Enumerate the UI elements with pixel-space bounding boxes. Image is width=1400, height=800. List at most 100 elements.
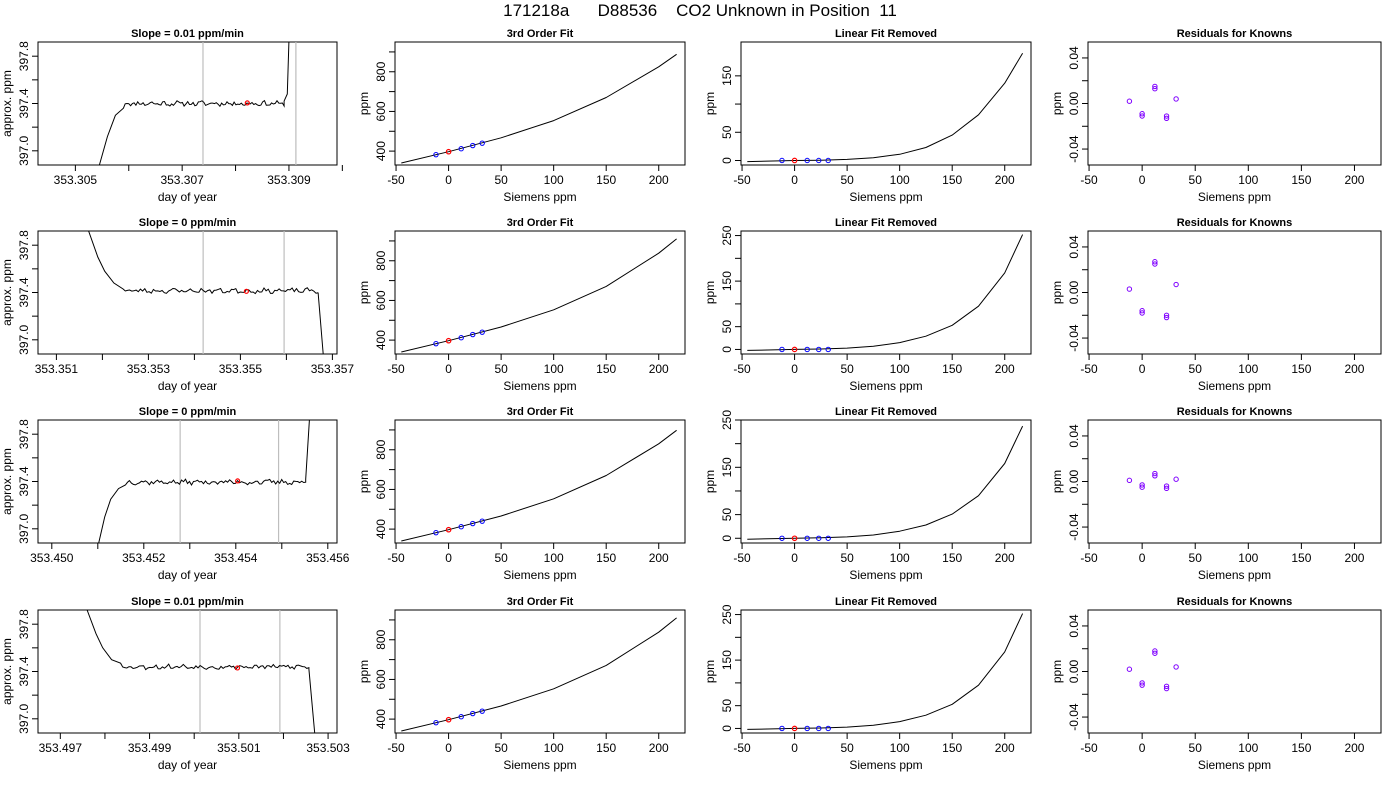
known-point	[479, 708, 485, 714]
plot-area	[747, 53, 1024, 164]
known-point	[470, 520, 476, 527]
plot-area	[88, 231, 324, 354]
residual-point	[1173, 664, 1179, 670]
y-axis-label: ppm	[1050, 470, 1064, 493]
y-tick-label: 50	[720, 699, 734, 713]
y-axis-label: ppm	[1050, 281, 1064, 304]
x-tick-label: 100	[890, 362, 910, 376]
x-tick-label: 200	[995, 173, 1015, 187]
known-point	[470, 710, 476, 717]
known-point	[433, 529, 439, 536]
y-tick-label: -0.04	[1067, 513, 1081, 541]
residual-point	[1139, 113, 1145, 119]
residual-point	[1139, 680, 1145, 686]
known-point	[779, 157, 785, 164]
plot-area	[401, 238, 677, 353]
panel-4-2: 3rd Order Fit -50 0 50 100 150 200 400 600 800 Sie…	[357, 596, 686, 772]
x-axis-label: Siemens ppm	[1198, 379, 1271, 393]
x-tick-label: 50	[1189, 362, 1203, 376]
y-tick-label: 397.4	[17, 466, 31, 496]
known-point	[804, 725, 810, 732]
known-point	[825, 725, 831, 732]
panel-title: Linear Fit Removed	[835, 217, 937, 229]
x-tick-label: 200	[995, 741, 1015, 755]
panel-title: 3rd Order Fit	[507, 217, 574, 229]
x-axis-label: Siemens ppm	[1198, 568, 1271, 582]
plot-frame	[1087, 230, 1382, 355]
x-tick-label: -50	[1080, 173, 1098, 187]
plot-frame	[37, 41, 338, 166]
x-tick-label: 0	[791, 362, 798, 376]
x-axis-label: day of year	[158, 758, 217, 772]
residual-point	[1163, 683, 1170, 690]
known-point	[479, 329, 485, 335]
x-tick-label: 100	[544, 362, 564, 376]
x-tick-label: 100	[544, 173, 564, 187]
x-tick-label: -50	[733, 741, 751, 755]
x-tick-label: 150	[942, 551, 962, 565]
residual-point	[1126, 666, 1133, 672]
panel-title: 3rd Order Fit	[507, 596, 574, 608]
known-point	[470, 142, 476, 149]
y-tick-label: 0.00	[1067, 659, 1081, 683]
x-axis-label: Siemens ppm	[503, 190, 576, 204]
x-tick-label: 150	[596, 362, 616, 376]
x-axis-label: Siemens ppm	[503, 379, 576, 393]
concentration-trace	[98, 420, 310, 543]
residual-point	[1152, 85, 1158, 92]
plot-area	[1126, 648, 1179, 692]
y-tick-label: 600	[374, 479, 388, 499]
residual-point	[1163, 483, 1170, 489]
x-tick-label: -50	[1080, 551, 1098, 565]
panel-1-1: Slope = 0.01 ppm/min 353.305 353.307 353.30…	[0, 28, 343, 204]
y-tick-label: 50	[720, 320, 734, 334]
x-tick-label: 50	[494, 551, 508, 565]
plot-frame	[37, 230, 338, 355]
plot-area	[747, 234, 1024, 353]
fit-curve	[747, 53, 1024, 163]
plot-frame	[1087, 609, 1382, 734]
x-tick-label: -50	[387, 551, 405, 565]
y-axis-label: ppm	[357, 470, 371, 493]
residual-point	[1163, 312, 1170, 318]
unknown-marker	[243, 288, 249, 294]
panel-1-3: Linear Fit Removed -50 0 50 100 150 200 0 50 150 S…	[703, 28, 1032, 204]
residual-point	[1139, 482, 1145, 488]
y-tick-label: -0.04	[1067, 703, 1081, 731]
x-tick-label: 50	[494, 362, 508, 376]
plot-frame	[37, 419, 338, 544]
concentration-trace	[86, 610, 316, 733]
x-tick-label: 200	[995, 362, 1015, 376]
plot-area	[401, 429, 677, 542]
panel-title: 3rd Order Fit	[507, 28, 574, 40]
plot-frame	[740, 419, 1032, 544]
panel-title: Linear Fit Removed	[835, 406, 937, 418]
x-tick-label: 200	[1344, 173, 1364, 187]
x-tick-label: 353.501	[217, 741, 261, 755]
x-tick-label: 353.307	[160, 173, 204, 187]
y-tick-label: 50	[720, 125, 734, 139]
x-tick-label: 150	[596, 173, 616, 187]
x-tick-label: 50	[840, 362, 854, 376]
unknown-point	[445, 716, 452, 723]
unknown-point	[791, 725, 798, 732]
panel-3-4: Residuals for Knowns -50 0 50 100 150 200 -0.04…	[1050, 406, 1382, 582]
y-tick-label: 397.8	[17, 609, 31, 639]
y-tick-label: 250	[720, 225, 734, 245]
x-axis-label: Siemens ppm	[849, 379, 922, 393]
residual-point	[1152, 473, 1158, 479]
y-axis-label: approx. ppm	[0, 70, 14, 137]
plot-frame	[740, 41, 1032, 166]
x-tick-label: -50	[387, 741, 405, 755]
y-axis-label: ppm	[357, 281, 371, 304]
y-tick-label: 397.8	[17, 230, 31, 260]
panel-3-3: Linear Fit Removed -50 0 50 100 150 200 0 50 150 2…	[703, 406, 1032, 582]
x-tick-label: 0	[445, 741, 452, 755]
x-tick-label: -50	[1080, 362, 1098, 376]
x-axis-label: Siemens ppm	[849, 568, 922, 582]
panel-4-3: Linear Fit Removed -50 0 50 100 150 200 0 50 150 2…	[703, 596, 1032, 772]
concentration-trace	[88, 231, 324, 354]
known-point	[470, 331, 476, 338]
residual-point	[1163, 685, 1170, 692]
